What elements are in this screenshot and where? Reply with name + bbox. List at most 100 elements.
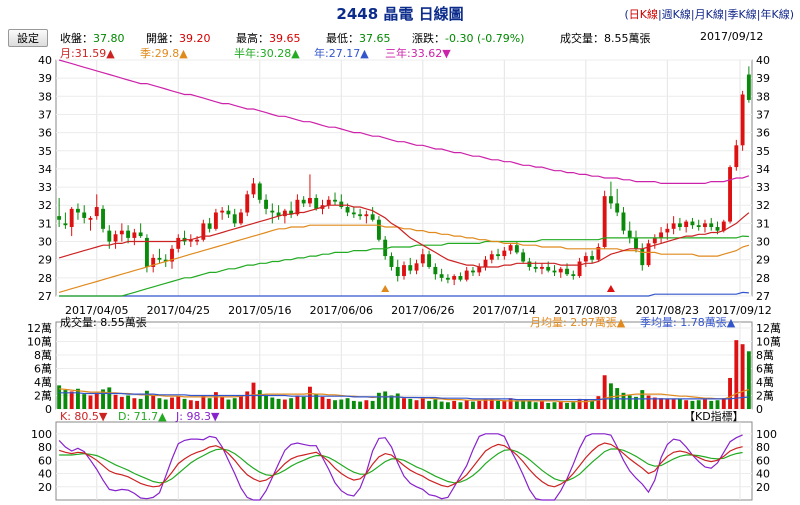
volume-tick-label-left: 2萬 <box>34 390 52 403</box>
volume-bar <box>201 396 205 410</box>
volume-bar <box>358 402 362 409</box>
candle-body <box>446 278 450 280</box>
candle-body <box>653 238 657 243</box>
candle-body <box>57 216 61 220</box>
candle-body <box>741 94 745 145</box>
candle-body <box>302 200 306 204</box>
volume-bar <box>114 395 118 409</box>
kd-tick-label-right: 40 <box>756 468 770 481</box>
volume-bar <box>132 398 136 409</box>
volume-bar <box>684 400 688 409</box>
candle-body <box>346 207 350 212</box>
candle-body <box>534 267 538 269</box>
candle-body <box>565 269 569 274</box>
candle-body <box>728 167 732 221</box>
kd-tick-label-right: 60 <box>756 454 770 467</box>
candle-body <box>521 252 525 261</box>
volume-bar <box>208 398 212 409</box>
volume-bar <box>716 400 720 409</box>
candle-body <box>226 211 230 215</box>
candle-body <box>327 200 331 205</box>
volume-bar <box>546 403 550 409</box>
y-tick-label-left: 40 <box>38 54 52 67</box>
volume-bar <box>277 399 281 409</box>
volume-bar <box>509 398 513 409</box>
kd-tick-label-left: 20 <box>38 481 52 494</box>
volume-bar <box>703 400 707 409</box>
candle-body <box>408 265 412 270</box>
candle-body <box>396 267 400 276</box>
volume-tick-label-left: 4萬 <box>34 376 52 389</box>
candle-body <box>252 183 256 194</box>
candle-body <box>220 211 224 213</box>
y-tick-label-right: 37 <box>756 108 770 121</box>
volume-bar <box>183 399 187 409</box>
volume-bar <box>396 393 400 409</box>
y-tick-label-right: 39 <box>756 72 770 85</box>
volume-bar <box>515 402 519 409</box>
candle-body <box>465 271 469 280</box>
y-tick-label-left: 33 <box>38 181 52 194</box>
kd-tick-label-right: 100 <box>756 428 777 441</box>
y-tick-label-left: 37 <box>38 108 52 121</box>
y-tick-label-left: 28 <box>38 272 52 285</box>
y-tick-label-left: 27 <box>38 290 52 303</box>
candle-body <box>490 254 494 259</box>
candle-body <box>484 260 488 267</box>
volume-bar <box>120 397 124 409</box>
volume-bar <box>346 398 350 409</box>
volume-bar <box>534 402 538 409</box>
volume-bar <box>176 396 180 409</box>
candle-body <box>132 232 136 237</box>
y-tick-label-right: 30 <box>756 236 770 249</box>
volume-title: 成交量: 8.55萬張 <box>60 315 147 329</box>
candle-body <box>433 267 437 274</box>
volume-bar <box>158 398 162 409</box>
candle-body <box>245 194 249 212</box>
volume-bar <box>308 387 312 409</box>
volume-bar <box>452 401 456 409</box>
volume-bar <box>339 400 343 409</box>
volume-tick-label-right: 12萬 <box>756 322 781 335</box>
volume-bar <box>527 401 531 409</box>
volume-bar <box>490 400 494 409</box>
candle-body <box>145 238 149 267</box>
candle-body <box>70 209 74 227</box>
volume-bar <box>126 396 130 410</box>
kd-tick-label-right: 80 <box>756 441 770 454</box>
candle-body <box>421 254 425 263</box>
y-tick-label-left: 39 <box>38 72 52 85</box>
volume-bar <box>465 400 469 409</box>
candle-body <box>615 203 619 212</box>
volume-bar <box>665 399 669 409</box>
y-tick-label-left: 29 <box>38 254 52 267</box>
volume-bar <box>402 398 406 409</box>
volume-bar <box>245 391 249 409</box>
volume-bar <box>722 398 726 409</box>
volume-tick-label-left: 8萬 <box>34 349 52 362</box>
volume-bar <box>264 395 268 409</box>
candle-body <box>214 212 218 228</box>
volume-bar <box>741 344 745 409</box>
candle-body <box>371 214 375 219</box>
candle-body <box>622 212 626 230</box>
volume-bar <box>565 403 569 409</box>
candle-body <box>458 276 462 280</box>
candle-body <box>364 214 368 216</box>
volume-bar <box>233 398 237 409</box>
candle-body <box>697 225 701 227</box>
candle-body <box>402 265 406 276</box>
candle-body <box>734 145 738 167</box>
volume-bar <box>427 401 431 409</box>
candle-body <box>628 231 632 238</box>
candle-body <box>114 234 118 241</box>
volume-bar <box>640 390 644 409</box>
y-tick-label-right: 27 <box>756 290 770 303</box>
volume-bar <box>590 401 594 409</box>
volume-bar <box>189 400 193 409</box>
candle-body <box>333 200 337 202</box>
volume-bar <box>164 400 168 409</box>
volume-bar <box>477 401 481 409</box>
volume-bar <box>226 400 230 409</box>
volume-bar <box>220 397 224 409</box>
